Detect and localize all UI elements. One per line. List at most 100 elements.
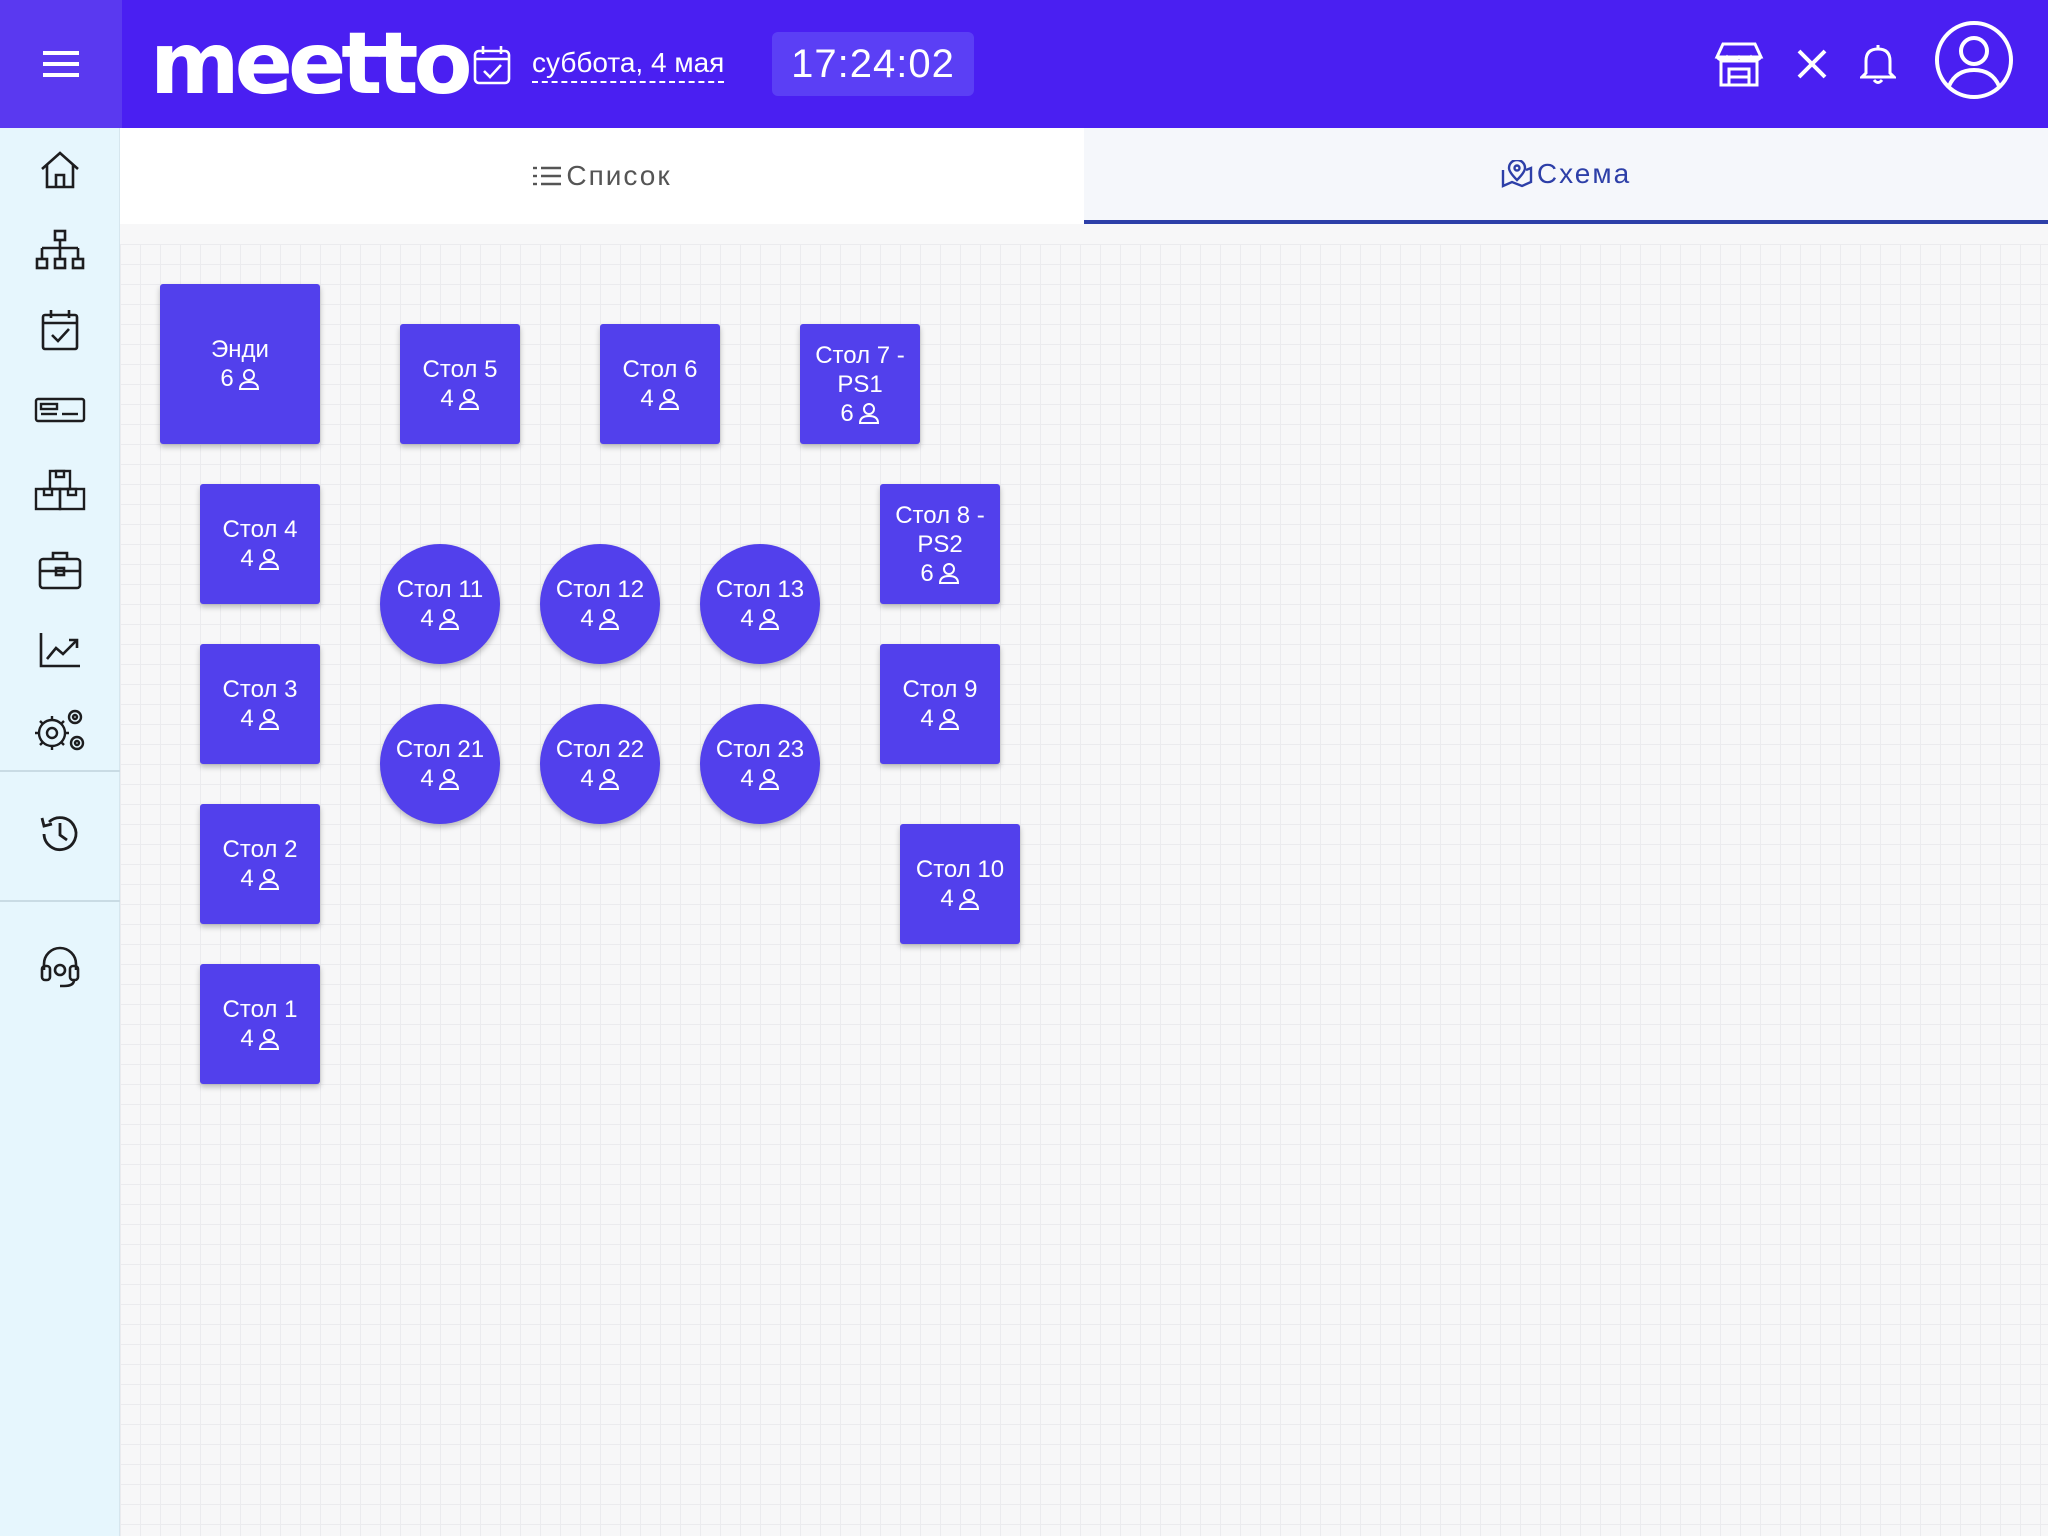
calendar-check-icon bbox=[472, 44, 512, 86]
table-name: Стол 9 bbox=[903, 675, 978, 704]
current-date[interactable]: суббота, 4 мая bbox=[532, 47, 724, 83]
sidebar-item-warehouse[interactable] bbox=[0, 454, 120, 526]
menu-button[interactable] bbox=[0, 0, 122, 128]
tab-scheme-label: Схема bbox=[1537, 158, 1631, 190]
table-seats: 6 bbox=[840, 399, 879, 428]
table-name: Энди bbox=[211, 335, 269, 364]
table-name: Стол 22 bbox=[556, 735, 644, 764]
sidebar-item-home[interactable] bbox=[0, 134, 120, 206]
logo: meetto bbox=[150, 14, 468, 114]
sidebar-item-cashbox[interactable] bbox=[0, 374, 120, 446]
view-tabs: Список Схема bbox=[120, 128, 2048, 224]
table-1[interactable]: Стол 1 4 bbox=[200, 964, 320, 1084]
table-seats: 4 bbox=[580, 604, 619, 633]
profile-button[interactable] bbox=[1934, 20, 2014, 100]
table-name: Стол 21 bbox=[396, 735, 484, 764]
table-andy[interactable]: Энди 6 bbox=[160, 284, 320, 444]
date-picker[interactable]: суббота, 4 мая bbox=[472, 40, 724, 90]
floor-plan[interactable]: Энди 6 Стол 5 4 Стол 6 4 Стол 7 - PS1 6 … bbox=[120, 244, 2048, 1536]
table-7-ps1[interactable]: Стол 7 - PS1 6 bbox=[800, 324, 920, 444]
person-icon bbox=[438, 608, 460, 630]
table-seats: 4 bbox=[920, 704, 959, 733]
table-seats: 4 bbox=[240, 544, 279, 573]
table-name: Стол 10 bbox=[916, 855, 1004, 884]
table-name: Стол 8 - PS2 bbox=[890, 501, 990, 559]
table-name: Стол 1 bbox=[223, 995, 298, 1024]
close-button[interactable] bbox=[1794, 46, 1830, 82]
table-2[interactable]: Стол 2 4 bbox=[200, 804, 320, 924]
tab-list-label: Список bbox=[566, 160, 671, 192]
store-icon bbox=[1713, 41, 1765, 87]
table-seats: 4 bbox=[240, 704, 279, 733]
sidebar-item-support[interactable] bbox=[0, 930, 120, 1002]
table-8-ps2[interactable]: Стол 8 - PS2 6 bbox=[880, 484, 1000, 604]
top-bar: meetto суббота, 4 мая 17:24:02 bbox=[0, 0, 2048, 128]
user-avatar-icon bbox=[1934, 20, 2014, 100]
clock: 17:24:02 bbox=[772, 32, 974, 96]
table-name: Стол 6 bbox=[623, 355, 698, 384]
briefcase-icon bbox=[38, 550, 82, 590]
person-icon bbox=[758, 608, 780, 630]
keyboard-icon bbox=[34, 396, 86, 424]
person-icon bbox=[238, 368, 260, 390]
table-5[interactable]: Стол 5 4 bbox=[400, 324, 520, 444]
table-13[interactable]: Стол 13 4 bbox=[700, 544, 820, 664]
person-icon bbox=[658, 388, 680, 410]
notifications-button[interactable] bbox=[1858, 42, 1898, 86]
sidebar-item-history[interactable] bbox=[0, 798, 120, 870]
sidebar-item-structure[interactable] bbox=[0, 214, 120, 286]
sidebar-divider bbox=[0, 900, 120, 902]
table-name: Стол 13 bbox=[716, 575, 804, 604]
person-icon bbox=[858, 402, 880, 424]
table-name: Стол 4 bbox=[223, 515, 298, 544]
person-icon bbox=[938, 562, 960, 584]
store-button[interactable] bbox=[1712, 38, 1766, 90]
table-name: Стол 7 - PS1 bbox=[810, 341, 910, 399]
table-seats: 6 bbox=[220, 364, 259, 393]
table-seats: 4 bbox=[240, 864, 279, 893]
table-11[interactable]: Стол 11 4 bbox=[380, 544, 500, 664]
table-3[interactable]: Стол 3 4 bbox=[200, 644, 320, 764]
calendar-check-icon bbox=[41, 309, 79, 351]
table-21[interactable]: Стол 21 4 bbox=[380, 704, 500, 824]
table-seats: 4 bbox=[420, 604, 459, 633]
table-name: Стол 3 bbox=[223, 675, 298, 704]
sidebar-item-analytics[interactable] bbox=[0, 614, 120, 686]
table-4[interactable]: Стол 4 4 bbox=[200, 484, 320, 604]
sidebar-item-settings[interactable] bbox=[0, 694, 120, 766]
table-seats: 4 bbox=[740, 764, 779, 793]
person-icon bbox=[938, 708, 960, 730]
person-icon bbox=[258, 708, 280, 730]
close-icon bbox=[1796, 48, 1828, 80]
table-12[interactable]: Стол 12 4 bbox=[540, 544, 660, 664]
hamburger-icon bbox=[42, 48, 80, 80]
tab-scheme[interactable]: Схема bbox=[1084, 128, 2048, 224]
table-name: Стол 12 bbox=[556, 575, 644, 604]
table-22[interactable]: Стол 22 4 bbox=[540, 704, 660, 824]
home-icon bbox=[39, 149, 81, 191]
table-9[interactable]: Стол 9 4 bbox=[880, 644, 1000, 764]
tab-list[interactable]: Список bbox=[120, 128, 1084, 224]
table-23[interactable]: Стол 23 4 bbox=[700, 704, 820, 824]
table-seats: 6 bbox=[920, 559, 959, 588]
sidebar-item-calendar[interactable] bbox=[0, 294, 120, 366]
table-seats: 4 bbox=[940, 884, 979, 913]
person-icon bbox=[458, 388, 480, 410]
boxes-icon bbox=[34, 469, 86, 511]
person-icon bbox=[258, 548, 280, 570]
table-name: Стол 2 bbox=[223, 835, 298, 864]
person-icon bbox=[958, 888, 980, 910]
table-6[interactable]: Стол 6 4 bbox=[600, 324, 720, 444]
person-icon bbox=[258, 868, 280, 890]
table-seats: 4 bbox=[440, 384, 479, 413]
person-icon bbox=[598, 768, 620, 790]
bell-icon bbox=[1860, 43, 1896, 85]
chart-trend-icon bbox=[38, 631, 82, 669]
person-icon bbox=[598, 608, 620, 630]
table-name: Стол 23 bbox=[716, 735, 804, 764]
gears-icon bbox=[33, 707, 87, 753]
table-10[interactable]: Стол 10 4 bbox=[900, 824, 1020, 944]
sidebar-item-briefcase[interactable] bbox=[0, 534, 120, 606]
hierarchy-icon bbox=[35, 229, 85, 271]
table-seats: 4 bbox=[580, 764, 619, 793]
